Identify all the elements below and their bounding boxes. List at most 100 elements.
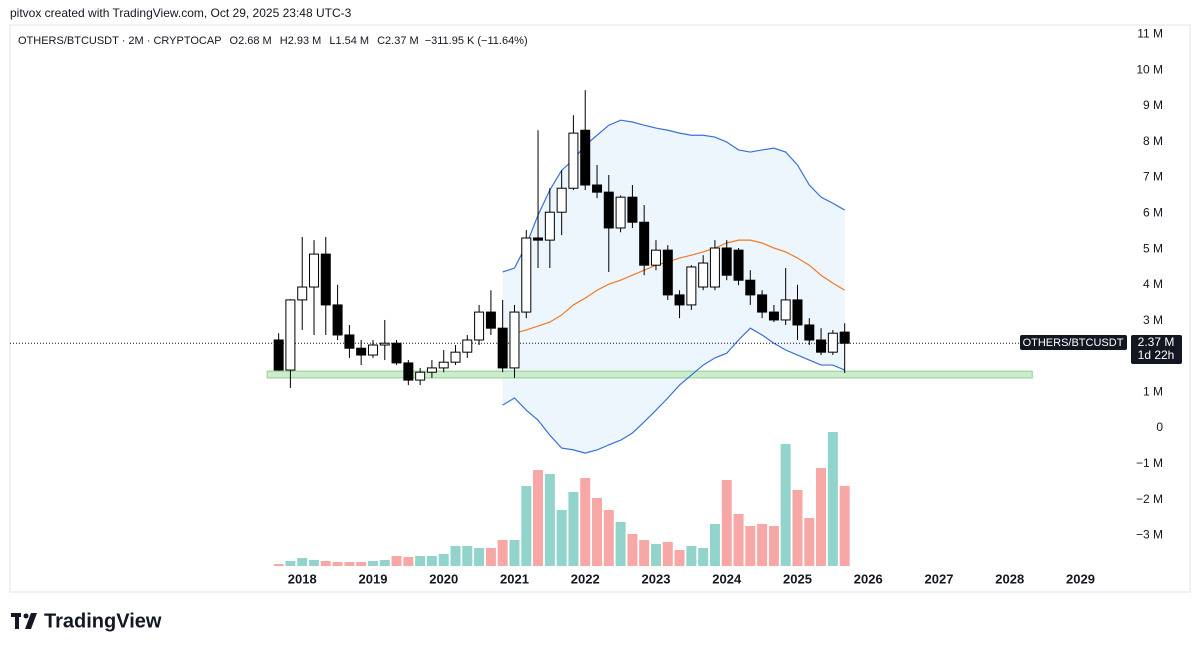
y-tick-label: 0: [1156, 420, 1163, 434]
volume-bar: [709, 524, 720, 566]
legend-value: 1.54 M: [335, 35, 369, 47]
volume-bar: [768, 526, 779, 566]
y-tick-label: 4 M: [1143, 277, 1163, 291]
volume-bar: [426, 556, 437, 566]
band-line: [514, 239, 845, 334]
x-tick-label: 2029: [1066, 571, 1095, 586]
brand: TradingView: [44, 610, 162, 632]
candle-body: [568, 132, 579, 189]
candle-body: [592, 184, 603, 193]
candle-body: [627, 196, 638, 223]
candle-body: [367, 344, 378, 356]
candle-body: [827, 332, 838, 353]
volume-bar: [674, 550, 685, 566]
volume-bar: [733, 514, 744, 566]
volume-bar: [403, 557, 414, 566]
y-tick-label: 6 M: [1143, 205, 1163, 219]
volume-bar: [485, 548, 496, 566]
volume-bar: [580, 478, 591, 566]
band-fill: [502, 120, 845, 454]
volume-bar: [344, 562, 355, 566]
volume-bar: [521, 486, 532, 566]
candle-body: [709, 247, 720, 288]
x-tick-label: 2025: [783, 571, 812, 586]
volume-bar: [816, 468, 827, 566]
candle-body: [415, 371, 426, 381]
candle-body: [674, 294, 685, 306]
candle-body: [686, 266, 697, 306]
candle-body: [462, 339, 473, 353]
candle-body: [603, 191, 614, 229]
candle-body: [733, 249, 744, 281]
volume-bar: [415, 556, 426, 566]
band-line: [502, 327, 845, 454]
volume-bar: [650, 544, 661, 566]
volume-bar: [592, 498, 603, 566]
candle-body: [839, 331, 850, 344]
volume-bar: [639, 540, 650, 566]
volume-bar: [474, 548, 485, 566]
logo-glyph: [25, 613, 37, 629]
volume-bar: [556, 510, 567, 566]
volume-bar: [757, 524, 768, 566]
candle-body: [285, 299, 296, 371]
candle-body: [816, 339, 827, 353]
logo-glyph: [23, 613, 29, 619]
volume-bar: [827, 432, 838, 566]
candle-body: [485, 311, 496, 329]
symbol-tag-text: OTHERS/BTCUSDT: [1023, 337, 1124, 349]
legend-key: O: [230, 35, 239, 47]
chart-frame: [9, 24, 1191, 593]
candle-body: [533, 237, 544, 241]
legend-key: C: [377, 35, 385, 47]
x-tick-label: 2022: [571, 571, 600, 586]
candle-body: [650, 249, 661, 266]
volume-bar: [698, 548, 709, 566]
logo-glyph: [15, 613, 19, 629]
volume-bar: [356, 562, 367, 566]
symbol-tag: [1020, 335, 1127, 350]
legend-value: 2.93 M: [288, 35, 322, 47]
volume-bar: [745, 526, 756, 566]
logo: TradingView: [11, 610, 162, 632]
candle-body: [580, 129, 591, 186]
candle-body: [721, 247, 732, 276]
candle-body: [426, 367, 437, 373]
y-tick-label: −1 M: [1136, 456, 1163, 470]
volume-bar: [320, 561, 331, 566]
candle-body: [615, 196, 626, 229]
volume-bar: [497, 540, 508, 566]
countdown: 1d 22h: [1138, 348, 1175, 362]
x-tick-label: 2028: [995, 571, 1024, 586]
candle-body: [391, 342, 402, 364]
volume-bar: [297, 558, 308, 566]
candle-body: [662, 249, 673, 296]
volume-bar: [533, 470, 544, 566]
volume-bar: [462, 546, 473, 566]
candle-body: [309, 253, 320, 288]
volume-bar: [509, 540, 520, 566]
volume-bar: [780, 444, 791, 566]
x-tick-label: 2023: [642, 571, 671, 586]
x-tick-label: 2026: [854, 571, 883, 586]
volume-bar: [792, 490, 803, 566]
price-tag: [1131, 335, 1182, 364]
y-tick-label: 3 M: [1143, 313, 1163, 327]
candle-body: [780, 299, 791, 321]
candle-body: [544, 211, 555, 241]
candle-body: [450, 351, 461, 363]
candle-body: [768, 311, 779, 321]
y-tick-label: 7 M: [1143, 170, 1163, 184]
candle-body: [521, 237, 532, 313]
volume-bar: [273, 564, 284, 566]
volume-bar: [721, 480, 732, 566]
header: pitvox created with TradingView.com, Oct…: [10, 6, 352, 20]
volume-bar: [379, 560, 390, 566]
candle-body: [332, 304, 343, 336]
y-tick-label: 11 M: [1137, 26, 1163, 40]
candle-body: [356, 347, 367, 356]
volume-bar: [839, 486, 850, 566]
x-tick-label: 2027: [925, 571, 954, 586]
